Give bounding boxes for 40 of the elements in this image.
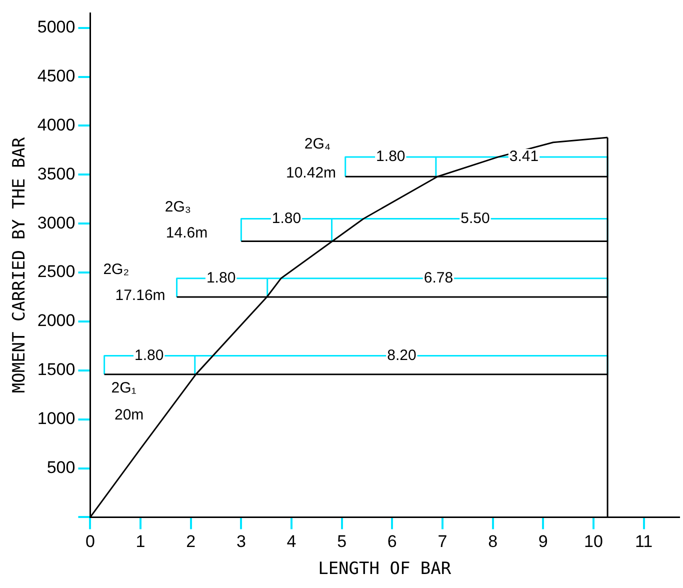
annotation: 10.42m — [286, 164, 336, 182]
annotation: 6.78 — [424, 270, 454, 287]
x-tick-label: 0 — [85, 532, 95, 552]
y-tick-label: 1000 — [37, 409, 76, 428]
y-tick-label: 500 — [46, 458, 76, 477]
x-tick-label: 11 — [634, 532, 653, 552]
annotation: 2G₁ — [111, 379, 136, 396]
annotation: 8.20 — [387, 346, 416, 364]
x-tick-label: 4 — [286, 532, 296, 552]
x-tick-label: 8 — [488, 532, 498, 552]
annotation: 20m — [114, 406, 144, 424]
x-tick-label: 7 — [438, 532, 448, 552]
annotation: 1.80 — [376, 148, 406, 166]
y-tick-label: 4000 — [37, 115, 76, 134]
annotation: 3.41 — [509, 148, 539, 166]
y-tick-label: 4500 — [37, 66, 76, 86]
annotation: 1.80 — [134, 346, 164, 364]
annotation: 14.6m — [166, 224, 208, 242]
y-tick-label: 2000 — [37, 311, 76, 330]
x-tick-label: 2 — [186, 532, 196, 552]
x-axis-title: LENGTH OF BAR — [318, 559, 452, 580]
annotation: 1.80 — [272, 210, 302, 227]
annotation: 1.80 — [206, 270, 236, 287]
annotation: 2G₂ — [103, 260, 130, 278]
annotation: 5.50 — [460, 210, 490, 227]
x-tick-label: 1 — [136, 532, 146, 552]
x-tick-label: 5 — [337, 532, 347, 552]
y-axis-title: MOMENT CARRIED BY THE BAR — [10, 136, 30, 394]
x-tick-label: 10 — [584, 532, 603, 552]
x-tick-label: 3 — [236, 532, 246, 552]
y-tick-label: 5000 — [37, 18, 76, 37]
x-tick-label: 9 — [538, 532, 548, 552]
y-tick-label: 3000 — [37, 213, 76, 232]
annotation: 2G₃ — [164, 198, 192, 216]
x-tick-label: 6 — [387, 532, 397, 552]
y-tick-label: 1500 — [37, 360, 76, 380]
annotation: 2G₄ — [304, 135, 331, 152]
y-tick-label: 2500 — [37, 262, 76, 282]
y-tick-label: 3500 — [37, 164, 76, 184]
annotation: 17.16m — [115, 287, 166, 304]
